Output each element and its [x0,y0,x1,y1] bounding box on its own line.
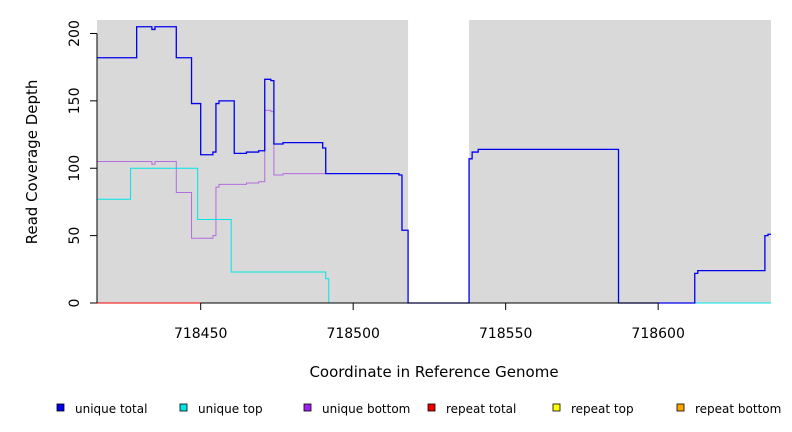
legend-swatch [676,403,685,412]
legend-swatch [179,403,188,412]
legend-label: repeat top [571,402,634,416]
legend-label: repeat bottom [695,402,781,416]
x-tick-label: 718600 [631,326,684,342]
series-line-unique-total [97,26,771,304]
y-tick-label: 150 [67,87,83,114]
y-tick-label: 50 [67,227,83,245]
legend-label: unique bottom [322,402,410,416]
gap-region [408,20,470,303]
legend-item-unique-bottom: unique bottom [303,402,410,416]
legend-label: unique top [198,402,263,416]
legend-item-unique-total: unique total [56,402,147,416]
legend-swatch [303,403,312,412]
legend-item-unique-top: unique top [179,402,263,416]
y-tick-label: 0 [67,299,83,308]
legend-item-repeat-top: repeat top [552,402,634,416]
x-ticks: 718450 718500 718550 718600 [174,303,685,342]
x-tick-label: 718500 [326,326,379,342]
x-tick-label: 718450 [174,326,227,342]
legend-label: unique total [75,402,147,416]
series-line-unique-bottom [97,109,326,239]
legend-swatch [427,403,436,412]
y-tick-label: 200 [67,20,83,47]
y-tick-label: 100 [67,155,83,182]
legend-item-repeat-total: repeat total [427,402,516,416]
y-axis-label: Read Coverage Depth [23,80,41,245]
x-axis-label: Coordinate in Reference Genome [309,363,558,381]
legend-swatch [552,403,561,412]
legend: unique total unique top unique bottom repea… [56,402,781,416]
y-ticks: 0 50 100 150 200 [67,20,97,307]
x-tick-label: 718550 [479,326,532,342]
legend-swatch [56,403,65,412]
series-line-unique-top [97,167,771,304]
legend-item-repeat-bottom: repeat bottom [676,402,781,416]
legend-label: repeat total [446,402,516,416]
